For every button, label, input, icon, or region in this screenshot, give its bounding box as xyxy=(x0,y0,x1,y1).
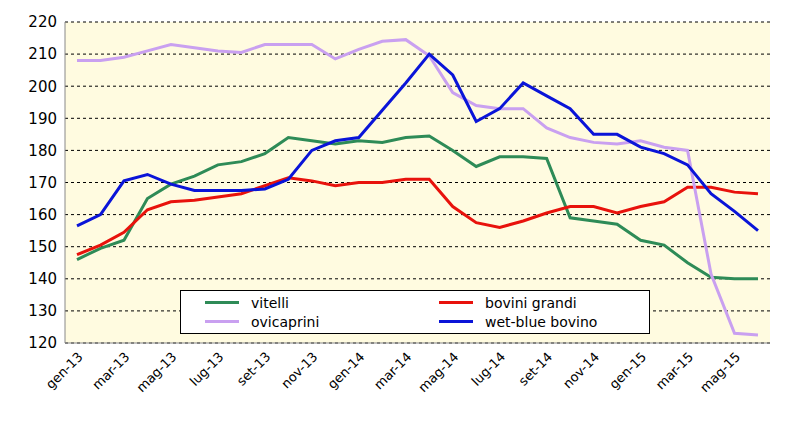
svg-text:nov-13: nov-13 xyxy=(278,349,320,391)
svg-text:lug-14: lug-14 xyxy=(468,349,508,389)
svg-text:mar-14: mar-14 xyxy=(371,349,414,392)
svg-text:mag-14: mag-14 xyxy=(415,349,461,395)
html-text:bovini grandi: bovini grandi xyxy=(485,294,577,311)
svg-text:gen-15: gen-15 xyxy=(606,349,649,392)
html-text:ovicaprini: ovicaprini xyxy=(251,313,320,330)
svg-text:lug-13: lug-13 xyxy=(187,349,227,389)
svg-text:180: 180 xyxy=(28,142,57,160)
svg-text:set-14: set-14 xyxy=(516,349,556,389)
svg-text:140: 140 xyxy=(28,270,57,288)
svg-text:set-13: set-13 xyxy=(234,349,274,389)
svg-text:mag-15: mag-15 xyxy=(697,349,743,395)
svg-text:150: 150 xyxy=(28,238,57,256)
svg-text:170: 170 xyxy=(28,174,57,192)
svg-text:nov-14: nov-14 xyxy=(560,349,602,391)
svg-text:210: 210 xyxy=(28,45,57,63)
html-text:vitelli: vitelli xyxy=(251,294,289,311)
svg-text:gen-13: gen-13 xyxy=(43,349,86,392)
svg-text:120: 120 xyxy=(28,334,57,352)
svg-text:130: 130 xyxy=(28,302,57,320)
html-text:wet-blue bovino: wet-blue bovino xyxy=(485,313,598,330)
svg-text:gen-14: gen-14 xyxy=(324,349,367,392)
svg-text:220: 220 xyxy=(28,13,57,31)
svg-text:200: 200 xyxy=(28,78,57,96)
svg-text:mar-15: mar-15 xyxy=(653,349,696,392)
svg-text:mag-13: mag-13 xyxy=(134,349,180,395)
svg-text:mar-13: mar-13 xyxy=(89,349,132,392)
svg-text:160: 160 xyxy=(28,206,57,224)
svg-text:190: 190 xyxy=(28,110,57,128)
